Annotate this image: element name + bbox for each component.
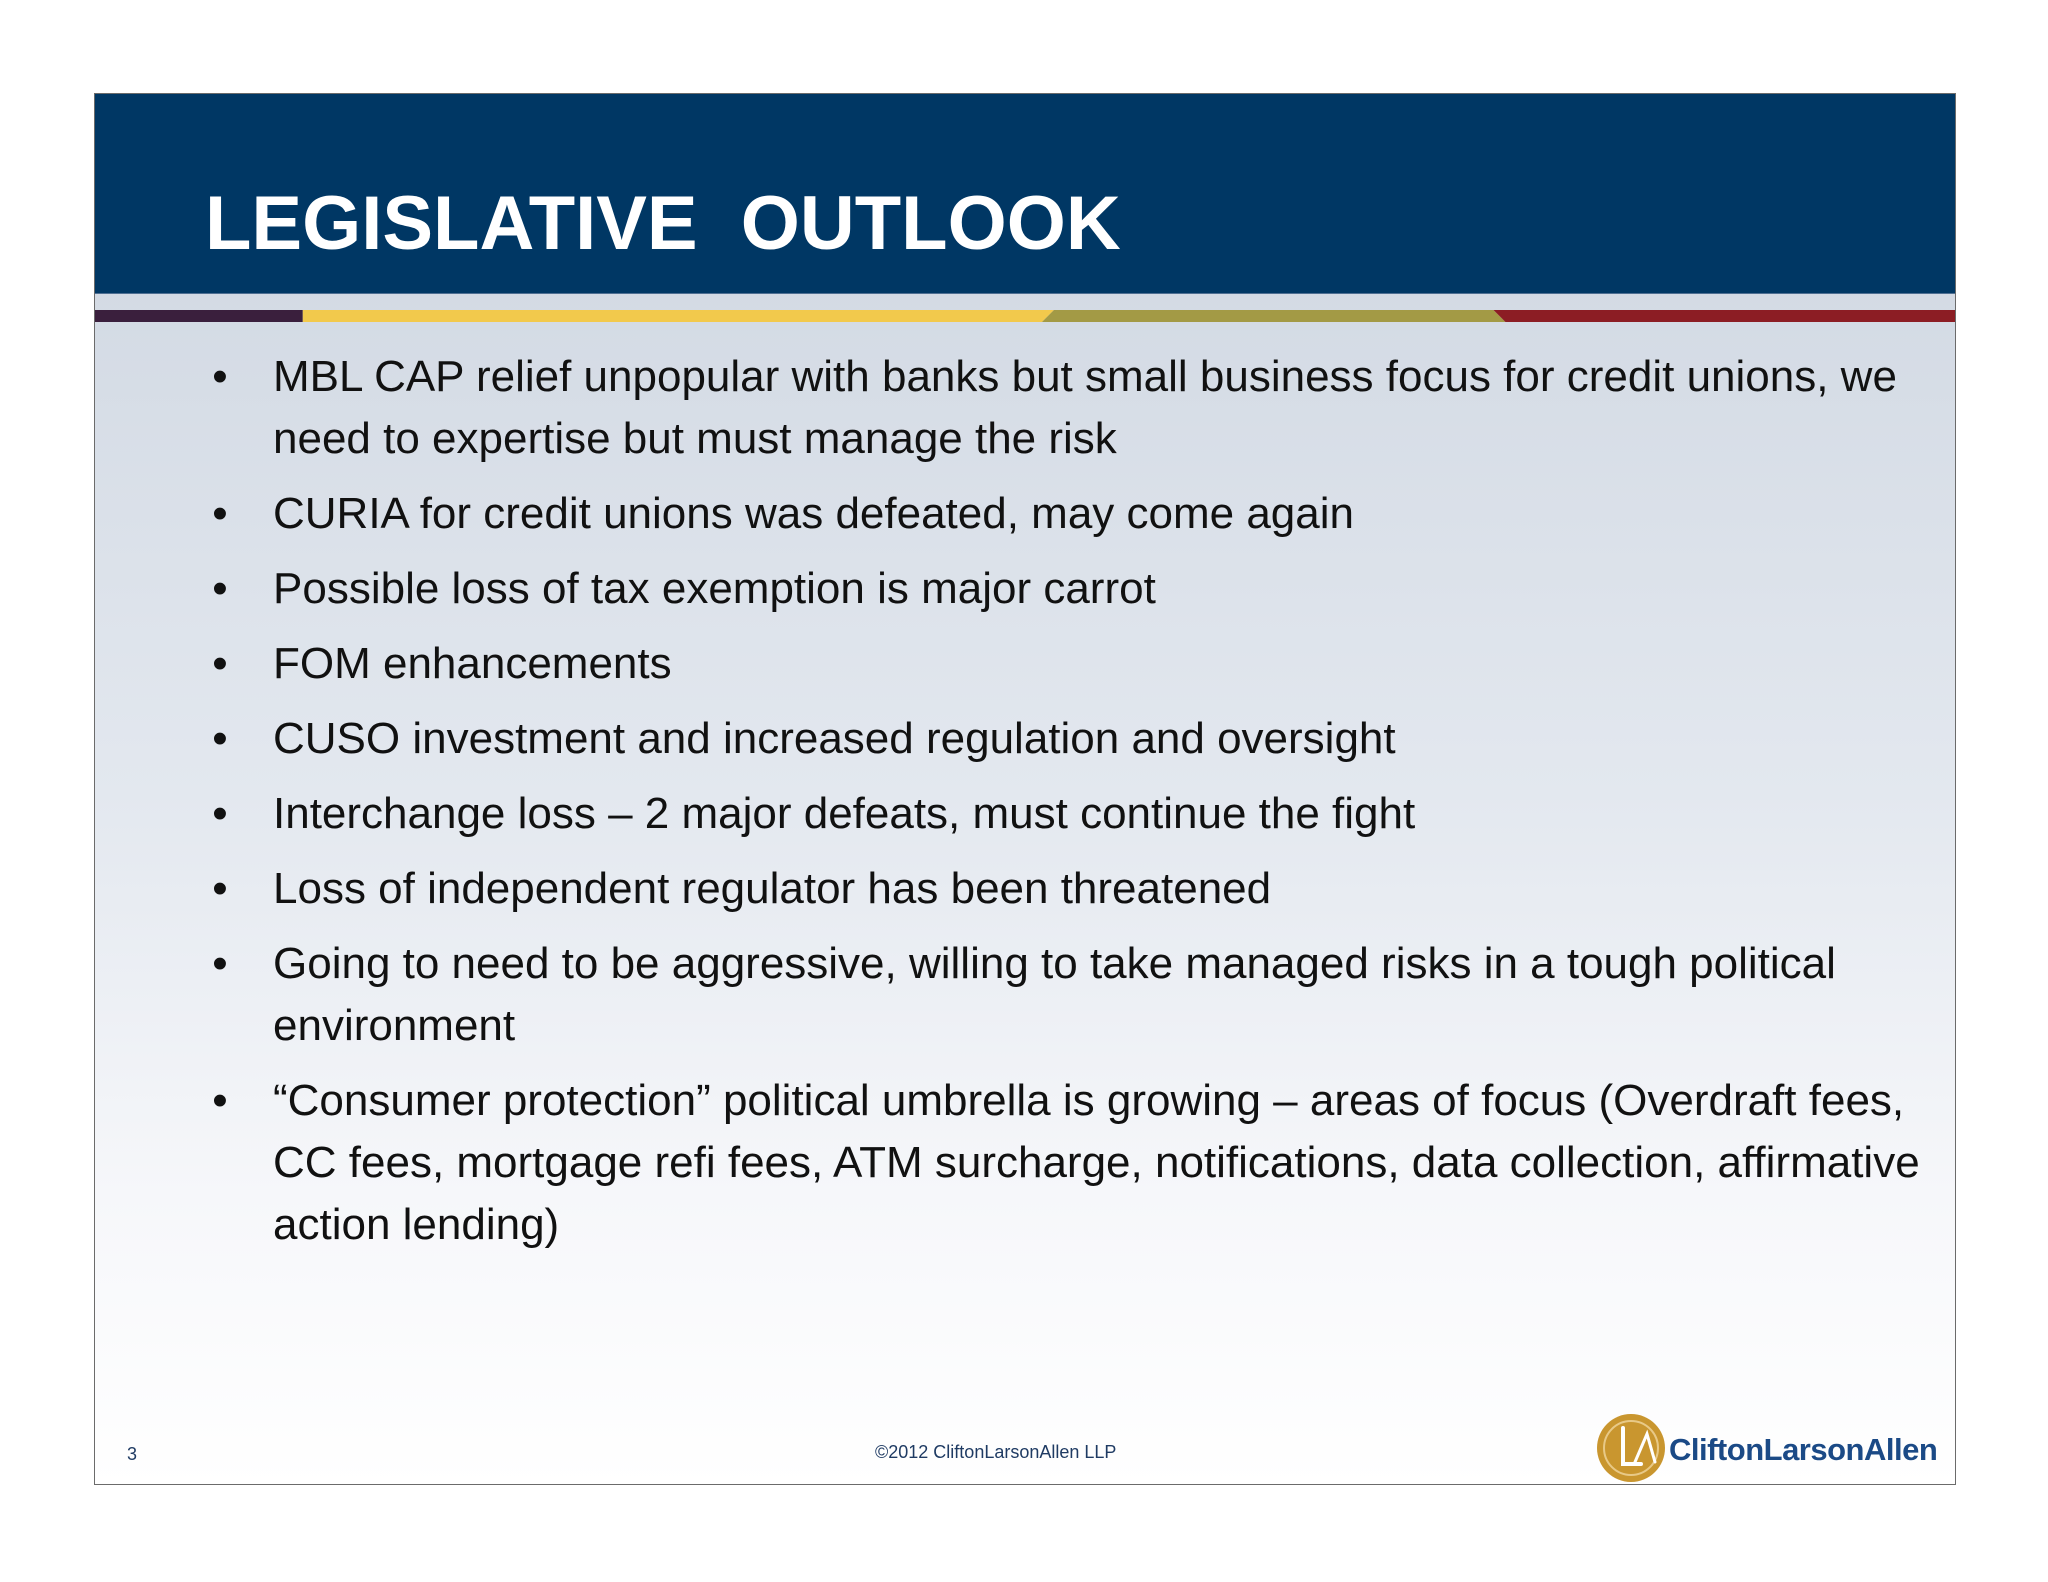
page-number: 3: [127, 1444, 138, 1464]
bullet-item: • CURIA for credit unions was defeated, m…: [205, 483, 1925, 545]
bullet-item: • MBL CAP relief unpopular with banks but…: [205, 346, 1925, 470]
bullet-text: CUSO investment and increased regulation…: [273, 714, 1396, 763]
bullet-marker: •: [212, 489, 228, 538]
bullet-text: “Consumer protection” political umbrella…: [273, 1076, 1920, 1249]
decorative-color-stripe: [95, 310, 1955, 322]
bullet-marker: •: [212, 714, 228, 763]
copyright-notice: ©2012 CliftonLarsonAllen LLP: [875, 1442, 1117, 1462]
bullet-text: Loss of independent regulator has been t…: [273, 864, 1272, 913]
bullet-marker: •: [212, 1076, 228, 1125]
bullet-item: • CUSO investment and increased regulatio…: [205, 708, 1925, 770]
bullet-text: Going to need to be aggressive, willing …: [273, 939, 1836, 1050]
slide-title: LEGISLATIVE OUTLOOK: [205, 181, 1121, 266]
logo-wordmark: CliftonLarsonAllen: [1669, 1432, 1938, 1467]
bullet-item: • FOM enhancements: [205, 633, 1925, 695]
bullet-marker: •: [212, 352, 228, 401]
title-bar: LEGISLATIVE OUTLOOK: [95, 94, 1955, 294]
bullet-text: CURIA for credit unions was defeated, ma…: [273, 489, 1354, 538]
logo-emblem-icon: [1597, 1414, 1665, 1482]
bullet-text: FOM enhancements: [273, 639, 672, 688]
bullet-item: • Possible loss of tax exemption is major…: [205, 558, 1925, 620]
bullet-marker: •: [212, 564, 228, 613]
bullet-marker: •: [212, 939, 228, 988]
slide: LEGISLATIVE OUTLOOK • MBL CAP relief unpo…: [94, 93, 1956, 1485]
bullet-item: • Going to need to be aggressive, willing…: [205, 933, 1925, 1057]
bullet-text: Possible loss of tax exemption is major …: [273, 564, 1156, 613]
bullet-marker: •: [212, 864, 228, 913]
bullet-text: Interchange loss – 2 major defeats, must…: [273, 789, 1416, 838]
bullet-item: • Loss of independent regulator has been …: [205, 858, 1925, 920]
bullet-item: • “Consumer protection” political umbrell…: [205, 1070, 1925, 1256]
bullet-text: MBL CAP relief unpopular with banks but …: [273, 352, 1897, 463]
bullet-item: • Interchange loss – 2 major defeats, mus…: [205, 783, 1925, 845]
bullet-marker: •: [212, 789, 228, 838]
company-logo: CliftonLarsonAllen: [1595, 1412, 1945, 1484]
bullet-list: • MBL CAP relief unpopular with banks but…: [205, 346, 1925, 1269]
bullet-marker: •: [212, 639, 228, 688]
